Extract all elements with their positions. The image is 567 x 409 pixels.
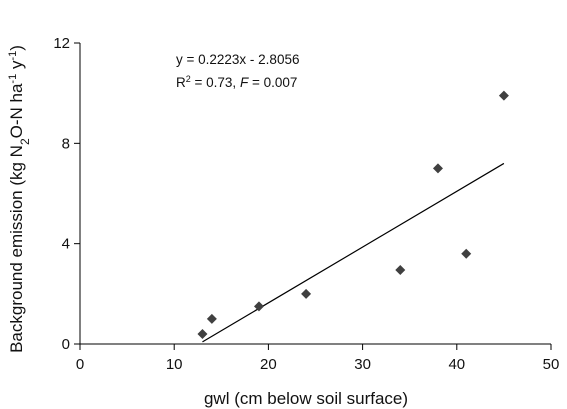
data-point [301,288,312,299]
x-tick-label: 50 [543,356,560,373]
trendline [202,162,505,343]
x-tick-label: 20 [260,356,277,373]
y-tick-label: 0 [62,336,70,353]
data-point [395,265,406,276]
data-points [197,90,509,339]
y-tick-label: 8 [62,135,70,152]
y-tick-label: 12 [53,35,70,52]
data-point [253,301,264,312]
y-axis-label: Background emission (kg N2O-N ha-1 y-1) [7,45,32,353]
x-axis-label: gwl (cm below soil surface) [204,389,408,408]
x-tick-label: 10 [166,356,183,373]
trendline-group [202,162,505,343]
x-axis-ticks: 0 10 20 30 40 50 [76,344,560,373]
regression-equation: y = 0.2223x - 2.8056 [176,52,299,67]
x-tick-label: 0 [76,356,84,373]
data-point [498,90,509,101]
x-tick-label: 30 [354,356,371,373]
data-point [206,313,217,324]
data-point [461,248,472,259]
regression-stats: R2 = 0.73, F = 0.007 [176,74,297,90]
axes [79,43,551,345]
y-tick-label: 4 [62,236,70,253]
data-point [432,163,443,174]
x-tick-label: 40 [448,356,465,373]
y-axis-ticks: 0 4 8 12 [53,35,80,353]
data-point [197,328,208,339]
